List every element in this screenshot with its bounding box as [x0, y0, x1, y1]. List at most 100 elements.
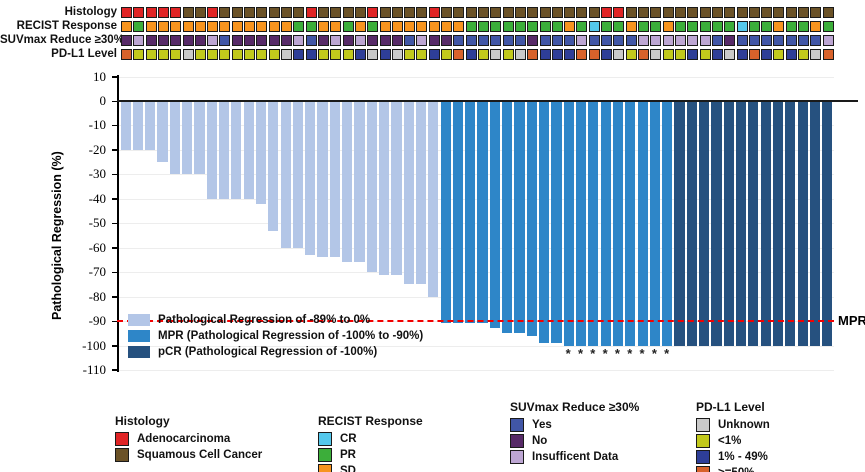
annotation-square	[121, 21, 132, 32]
annotation-square	[244, 49, 256, 60]
annotation-square	[822, 7, 834, 18]
legend-label: 1% - 49%	[718, 451, 768, 463]
legend-swatch	[128, 314, 150, 326]
annotation-square	[268, 7, 280, 18]
annotation-square	[798, 21, 810, 32]
bar-patient-41	[612, 102, 624, 346]
annotation-square	[785, 49, 797, 60]
annotation-square	[539, 21, 551, 32]
annotation-square	[207, 35, 219, 46]
bar-patient-36	[551, 102, 562, 344]
legend-item: PR	[318, 448, 423, 462]
annotation-square	[182, 49, 194, 60]
annotation-square	[465, 49, 477, 60]
legend-label: PR	[340, 449, 356, 461]
annotation-square	[317, 35, 329, 46]
annotation-square	[317, 49, 329, 60]
annotation-square	[736, 35, 748, 46]
annotation-square	[219, 35, 231, 46]
bar-patient-12	[255, 102, 267, 204]
annotation-square	[613, 49, 625, 60]
bar-patient-31	[489, 102, 500, 329]
bottom-legend-4: PD-L1 Level Unknown <1% 1% - 49% >=50%	[696, 400, 770, 472]
annotation-square	[256, 21, 268, 32]
annotation-square	[613, 35, 625, 46]
annotation-square	[441, 7, 453, 18]
annotation-square	[724, 49, 736, 60]
annotation-square	[404, 21, 416, 32]
annotation-square	[157, 35, 169, 46]
zero-baseline	[117, 100, 858, 103]
bar-patient-11	[243, 102, 254, 199]
bar-patient-28	[452, 102, 464, 324]
annotation-square	[564, 7, 576, 18]
annotation-square	[465, 7, 477, 18]
annotation-square	[441, 35, 453, 46]
annotation-square	[379, 7, 391, 18]
annotation-square	[441, 49, 453, 60]
annotation-square	[256, 49, 268, 60]
asterisk-marker: *	[664, 346, 670, 361]
annotation-label-suvmax: SUVmax Reduce ≥30%	[0, 34, 124, 46]
legend-label: SD	[340, 465, 356, 472]
legend-title: PD-L1 Level	[696, 400, 765, 414]
legend-label: Yes	[532, 419, 552, 431]
annotation-square	[785, 21, 797, 32]
annotation-square	[711, 49, 723, 60]
gridline	[117, 345, 834, 347]
annotation-square	[293, 21, 305, 32]
in-plot-legend-item: MPR (Pathological Regression of -100% to…	[128, 330, 423, 342]
y-axis-tick	[112, 100, 117, 102]
legend-label: Adenocarcinoma	[137, 433, 231, 445]
bar-patient-32	[502, 102, 513, 334]
legend-label: Pathological Regression of -89% to 0%	[158, 314, 371, 326]
annotation-square	[613, 7, 625, 18]
annotation-square	[453, 49, 465, 60]
bar-patient-18	[329, 102, 340, 258]
annotation-square	[785, 35, 797, 46]
annotation-square	[724, 35, 736, 46]
annotation-square	[662, 21, 674, 32]
in-plot-legend-item: pCR (Pathological Regression of -100%)	[128, 346, 377, 358]
annotation-square	[490, 35, 502, 46]
bar-patient-13	[268, 102, 279, 231]
gridline	[117, 369, 834, 371]
bar-patient-19	[342, 102, 353, 263]
annotation-square	[293, 49, 305, 60]
annotation-square	[453, 21, 465, 32]
bar-patient-23	[391, 102, 402, 275]
y-axis-title: Pathological Regression (%)	[50, 151, 64, 320]
annotation-square	[121, 49, 132, 60]
legend-item: Adenocarcinoma	[115, 432, 262, 446]
bar-patient-42	[625, 102, 636, 346]
bar-patient-27	[440, 102, 451, 324]
annotation-square	[477, 35, 489, 46]
bar-patient-44	[649, 102, 661, 346]
bar-patient-3	[145, 102, 156, 150]
annotation-square	[613, 21, 625, 32]
annotation-square	[194, 21, 206, 32]
y-axis-tick-label: 0	[99, 93, 107, 108]
annotation-square	[256, 35, 268, 46]
annotation-square	[354, 21, 366, 32]
annotation-square	[699, 49, 711, 60]
annotation-square	[281, 49, 293, 60]
y-axis-tick-label: -110	[82, 361, 106, 377]
annotation-square	[281, 35, 293, 46]
annotation-square	[773, 7, 785, 18]
annotation-square	[428, 21, 440, 32]
annotation-square	[170, 7, 182, 18]
legend-item: SD	[318, 464, 423, 472]
annotation-square	[416, 49, 428, 60]
annotation-square	[170, 49, 182, 60]
annotation-square	[342, 7, 354, 18]
annotation-square	[514, 35, 526, 46]
annotation-square	[317, 7, 329, 18]
annotation-square	[367, 21, 379, 32]
annotation-square	[404, 7, 416, 18]
annotation-square	[133, 7, 145, 18]
annotation-square	[145, 21, 157, 32]
annotation-square	[391, 49, 403, 60]
annotation-label-recist: RECIST Response	[16, 20, 117, 32]
asterisk-marker: *	[590, 346, 596, 361]
